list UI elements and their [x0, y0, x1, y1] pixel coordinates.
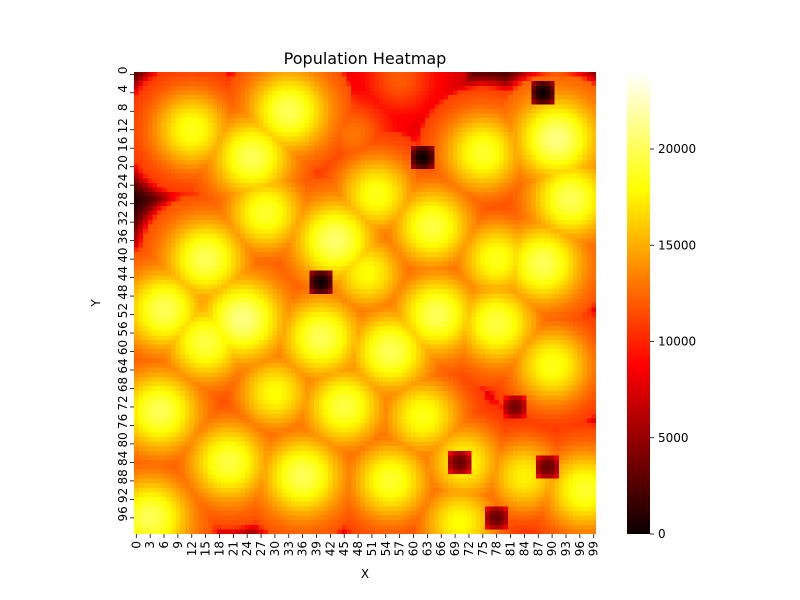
- x-tick-label: 39: [309, 541, 323, 556]
- x-tick-label: 3: [143, 541, 157, 549]
- y-tick-label: 60: [116, 340, 130, 355]
- x-tick-label: 36: [296, 541, 310, 556]
- y-tick-label: 8: [116, 103, 130, 111]
- x-tick-label: 51: [365, 541, 379, 556]
- y-tick-label: 4: [116, 85, 130, 93]
- x-tick-label: 6: [157, 541, 171, 549]
- x-tick-label: 57: [393, 541, 407, 556]
- y-tick-label: 96: [116, 506, 130, 521]
- colorbar-tick-label: 5000: [658, 431, 689, 445]
- y-axis-label: Y: [89, 299, 103, 308]
- x-axis-label: X: [361, 567, 369, 581]
- y-tick-label: 88: [116, 469, 130, 484]
- y-tick-label: 20: [116, 155, 130, 170]
- y-tick-label: 36: [116, 229, 130, 244]
- x-tick-label: 78: [490, 541, 504, 556]
- x-tick-label: 69: [448, 541, 462, 556]
- x-tick-label: 42: [323, 541, 337, 556]
- x-tick-label: 24: [240, 541, 254, 556]
- x-tick-label: 81: [504, 541, 518, 556]
- y-tick-label: 80: [116, 432, 130, 447]
- x-tick-label: 12: [185, 541, 199, 556]
- colorbar-gradient: [627, 72, 650, 534]
- heatmap-image: [134, 72, 596, 534]
- x-tick-label: 72: [462, 541, 476, 556]
- x-tick-label: 84: [517, 541, 531, 556]
- x-axis-ticks: 0 3 6 9 12 15 18 21 24 27 30 33 36 39 42 45 48 51 54 57 60 63…: [129, 534, 601, 556]
- y-tick-label: 28: [116, 192, 130, 207]
- x-tick-label: 27: [254, 541, 268, 556]
- y-tick-label: 12: [116, 118, 130, 133]
- colorbar-tick-label: 0: [658, 527, 666, 541]
- colorbar-tick-label: 20000: [658, 142, 696, 156]
- y-tick-label: 52: [116, 303, 130, 318]
- y-tick-label: 16: [116, 137, 130, 152]
- x-tick-label: 0: [129, 541, 143, 549]
- y-tick-label: 64: [116, 358, 130, 373]
- colorbar-tick-label: 15000: [658, 238, 696, 252]
- y-tick-label: 48: [116, 284, 130, 299]
- x-tick-label: 33: [282, 541, 296, 556]
- x-tick-label: 90: [545, 541, 559, 556]
- heatmap-cells: [134, 72, 596, 534]
- x-tick-label: 87: [531, 541, 545, 556]
- y-axis-ticks: 0481216202428323640444852566064687276808…: [116, 66, 134, 521]
- x-tick-label: 96: [573, 541, 587, 556]
- colorbar: 0 5000 10000 15000 20000: [627, 72, 696, 541]
- x-tick-label: 9: [171, 541, 185, 549]
- x-tick-label: 75: [476, 541, 490, 556]
- x-tick-label: 99: [587, 541, 601, 556]
- x-tick-label: 45: [337, 541, 351, 556]
- y-tick-label: 84: [116, 451, 130, 466]
- x-tick-label: 54: [379, 541, 393, 556]
- y-tick-label: 0: [116, 66, 130, 74]
- x-tick-label: 15: [199, 541, 213, 556]
- chart-title: Population Heatmap: [284, 49, 447, 68]
- colorbar-tick-label: 10000: [658, 335, 696, 349]
- x-tick-label: 66: [434, 541, 448, 556]
- x-tick-label: 30: [268, 541, 282, 556]
- x-tick-label: 93: [559, 541, 573, 556]
- y-tick-label: 68: [116, 377, 130, 392]
- y-tick-label: 24: [116, 174, 130, 189]
- x-tick-label: 21: [226, 541, 240, 556]
- x-tick-label: 48: [351, 541, 365, 556]
- colorbar-ticks: 0 5000 10000 15000 20000: [650, 142, 696, 541]
- y-tick-label: 44: [116, 266, 130, 281]
- x-tick-label: 18: [212, 541, 226, 556]
- x-tick-label: 63: [420, 541, 434, 556]
- y-tick-label: 76: [116, 414, 130, 429]
- y-tick-label: 72: [116, 395, 130, 410]
- y-tick-label: 32: [116, 211, 130, 226]
- y-tick-label: 40: [116, 247, 130, 262]
- x-tick-label: 60: [407, 541, 421, 556]
- y-tick-label: 56: [116, 321, 130, 336]
- y-tick-label: 92: [116, 488, 130, 503]
